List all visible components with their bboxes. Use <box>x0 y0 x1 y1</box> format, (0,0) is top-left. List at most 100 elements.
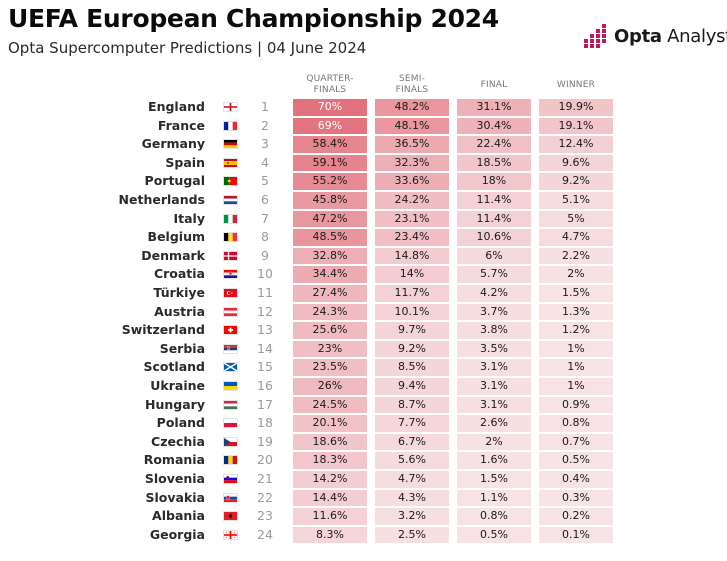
column-header-line1: WINNER <box>556 80 596 90</box>
table-row: Spain 4 59.1% 32.3% 18.5% 9.6% <box>0 154 727 173</box>
cell-winner: 0.9% <box>539 396 613 414</box>
team-name: Austria <box>154 303 205 319</box>
cell-sf: 36.5% <box>375 136 449 153</box>
opta-dots-icon <box>584 24 606 48</box>
table-row: Portugal 5 55.2% 33.6% 18% 9.2% <box>0 172 727 191</box>
cell-qf: 45.8% <box>293 192 367 209</box>
column-header-line2: FINALS <box>313 85 347 95</box>
austria-flag-icon <box>223 306 238 317</box>
germany-flag-icon <box>223 139 238 150</box>
cell-sf: 33.6% <box>375 173 449 190</box>
cell-qf: 58.4% <box>293 136 367 153</box>
turkiye-flag-icon <box>223 288 238 298</box>
table-row: Serbia 14 23% 9.2% 3.5% 1% <box>0 340 727 359</box>
cell-final: 3.7% <box>457 303 531 321</box>
table-row: Austria 12 24.3% 10.1% 3.7% 1.3% <box>0 303 727 322</box>
cell-qf: 11.6% <box>293 508 367 525</box>
rank-number: 5 <box>261 173 269 189</box>
table-row: Ukraine 16 26% 9.4% 3.1% 1% <box>0 377 727 396</box>
albania-flag-icon <box>223 511 238 522</box>
table-row: Belgium 8 48.5% 23.4% 10.6% 4.7% <box>0 228 727 247</box>
rank-number: 15 <box>257 359 273 375</box>
cell-winner: 5.1% <box>539 192 613 209</box>
cell-qf: 32.8% <box>293 247 367 265</box>
cell-final: 0.5% <box>457 526 531 544</box>
georgia-flag-icon <box>223 529 238 540</box>
cell-sf: 9.7% <box>375 322 449 339</box>
rank-number: 7 <box>261 210 269 226</box>
cell-sf: 14.8% <box>375 247 449 265</box>
table-row: Switzerland 13 25.6% 9.7% 3.8% 1.2% <box>0 321 727 340</box>
team-name: Switzerland <box>121 322 205 338</box>
table-row: Albania 23 11.6% 3.2% 0.8% 0.2% <box>0 507 727 526</box>
rank-number: 11 <box>257 285 273 300</box>
cell-qf: 23% <box>293 340 367 358</box>
cell-sf: 8.7% <box>375 396 449 414</box>
rank-number: 23 <box>257 508 273 524</box>
rank-number: 8 <box>261 229 269 245</box>
brand-name-rest: Analyst <box>661 25 727 47</box>
cell-sf: 6.7% <box>375 433 449 451</box>
cell-final: 1.6% <box>457 452 531 469</box>
cell-winner: 4.7% <box>539 229 613 246</box>
rank-number: 4 <box>261 154 269 170</box>
rank-number: 21 <box>257 471 273 486</box>
rank-number: 17 <box>257 396 273 412</box>
page-subtitle: Opta Supercomputer Predictions | 04 June… <box>8 39 367 57</box>
cell-winner: 0.8% <box>539 415 613 432</box>
cell-qf: 69% <box>293 117 367 135</box>
rank-number: 12 <box>257 303 273 319</box>
cell-winner: 1.3% <box>539 303 613 321</box>
cell-sf: 23.1% <box>375 210 449 228</box>
cell-winner: 0.1% <box>539 526 613 544</box>
cell-winner: 0.2% <box>539 508 613 525</box>
rank-number: 20 <box>257 452 273 468</box>
team-name: Slovakia <box>145 489 206 505</box>
cell-qf: 24.3% <box>293 303 367 321</box>
brand-name-bold: Opta <box>614 25 662 47</box>
table-row: England 1 70% 48.2% 31.1% 19.9% <box>0 98 727 117</box>
cell-final: 11.4% <box>457 210 531 228</box>
cell-sf: 10.1% <box>375 303 449 321</box>
cell-winner: 12.4% <box>539 136 613 153</box>
table-row: Netherlands 6 45.8% 24.2% 11.4% 5.1% <box>0 191 727 210</box>
table-row: Scotland 15 23.5% 8.5% 3.1% 1% <box>0 358 727 377</box>
column-header-qf: QUARTER- FINALS <box>293 74 367 98</box>
table-row: Germany 3 58.4% 36.5% 22.4% 12.4% <box>0 135 727 154</box>
cell-final: 2.6% <box>457 415 531 432</box>
cell-sf: 48.1% <box>375 117 449 135</box>
column-header-line1: FINAL <box>480 80 508 90</box>
table-row: Denmark 9 32.8% 14.8% 6% 2.2% <box>0 247 727 266</box>
rank-number: 10 <box>257 266 273 282</box>
team-name: England <box>148 99 205 114</box>
rank-number: 13 <box>257 322 273 338</box>
team-name: Serbia <box>159 340 205 356</box>
cell-final: 3.5% <box>457 340 531 358</box>
belgium-flag-icon <box>223 232 238 243</box>
cell-winner: 1.5% <box>539 285 613 302</box>
brand-logo: Opta Analyst <box>580 22 727 50</box>
cell-sf: 4.7% <box>375 471 449 488</box>
cell-final: 6% <box>457 247 531 265</box>
czechia-flag-icon <box>223 436 238 447</box>
cell-sf: 3.2% <box>375 508 449 525</box>
rank-number: 18 <box>257 415 273 431</box>
cell-sf: 48.2% <box>375 99 449 116</box>
cell-winner: 19.1% <box>539 117 613 135</box>
table-row: Hungary 17 24.5% 8.7% 3.1% 0.9% <box>0 396 727 415</box>
cell-winner: 1% <box>539 340 613 358</box>
cell-sf: 2.5% <box>375 526 449 544</box>
rank-number: 3 <box>261 136 269 152</box>
team-name: France <box>157 117 205 133</box>
rank-number: 2 <box>261 117 269 133</box>
rank-number: 1 <box>261 99 269 114</box>
column-header-winner: WINNER <box>539 80 613 104</box>
cell-winner: 1% <box>539 378 613 395</box>
cell-winner: 2% <box>539 266 613 283</box>
team-name: Hungary <box>145 396 205 412</box>
cell-winner: 1% <box>539 359 613 376</box>
team-name: Romania <box>143 452 205 468</box>
cell-qf: 18.3% <box>293 452 367 469</box>
cell-sf: 9.4% <box>375 378 449 395</box>
table-row: France 2 69% 48.1% 30.4% 19.1% <box>0 117 727 136</box>
